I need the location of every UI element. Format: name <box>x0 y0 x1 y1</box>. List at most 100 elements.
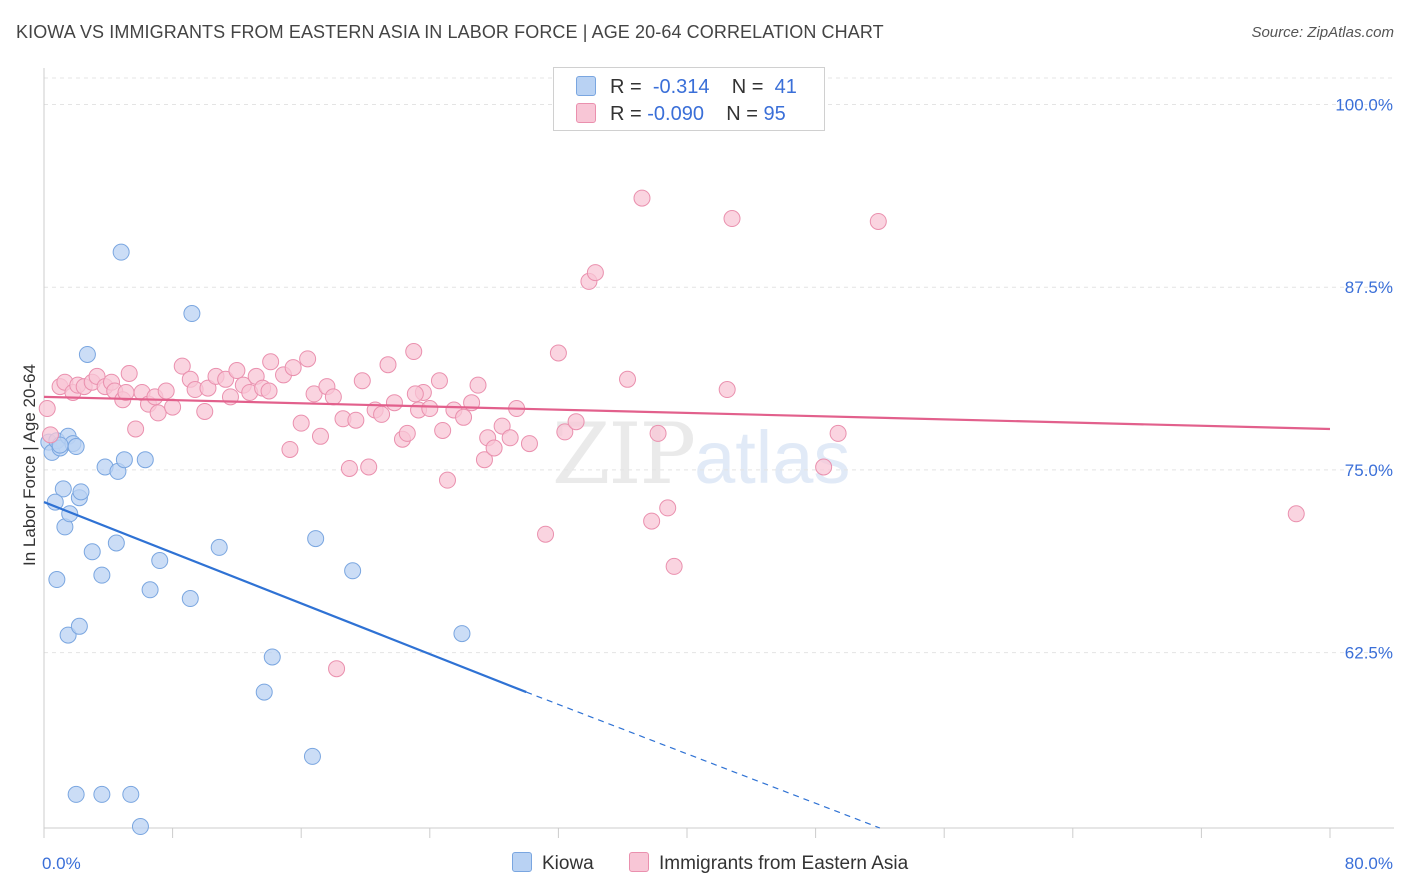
y-axis-title: In Labor Force | Age 20-64 <box>20 364 39 566</box>
n-value: 95 <box>763 103 786 125</box>
kiowa-point <box>48 571 66 589</box>
immigrants-point <box>455 408 473 426</box>
immigrants-point <box>405 343 423 361</box>
kiowa-point <box>93 785 111 803</box>
zipatlas-watermark: ZIPatlas <box>552 405 850 503</box>
immigrants-point <box>537 525 555 543</box>
legend-row-immigrants: R = -0.090 N = 95 <box>576 103 786 126</box>
immigrants-point <box>41 426 59 444</box>
kiowa-point <box>78 345 96 363</box>
immigrants-point <box>38 400 56 418</box>
immigrants-point <box>173 357 191 375</box>
kiowa-point <box>307 530 325 548</box>
r-label: R = <box>610 76 642 98</box>
kiowa-point <box>344 562 362 580</box>
immigrants-point <box>475 451 493 469</box>
immigrants-point <box>520 435 538 453</box>
immigrants-point <box>549 344 567 362</box>
immigrants-point <box>434 421 452 439</box>
bottom-legend-kiowa: Kiowa <box>512 852 594 875</box>
kiowa-point <box>107 534 125 552</box>
immigrants-point <box>501 429 519 447</box>
x-tick-label: 80.0% <box>1345 854 1393 873</box>
immigrants-point <box>469 376 487 394</box>
immigrants-point <box>556 423 574 441</box>
kiowa-legend-swatch <box>512 852 532 872</box>
immigrants-trend-line <box>43 395 1331 431</box>
immigrants-point <box>723 210 741 228</box>
immigrants-point <box>324 388 342 406</box>
kiowa-point <box>72 483 90 501</box>
immigrants-point <box>438 471 456 489</box>
kiowa-point <box>263 648 281 666</box>
n-label: N = <box>726 103 758 125</box>
immigrants-point <box>829 424 847 442</box>
n-label: N = <box>731 76 764 98</box>
immigrants-point <box>718 381 736 399</box>
immigrants-point <box>430 372 448 390</box>
immigrants-point <box>815 458 833 476</box>
immigrants-point <box>299 350 317 368</box>
immigrants-point <box>311 427 329 445</box>
immigrants-point <box>643 512 661 530</box>
immigrants-point <box>305 385 323 403</box>
immigrants-point <box>347 411 365 429</box>
immigrants-point <box>292 414 310 432</box>
kiowa-point <box>67 438 85 456</box>
kiowa-swatch <box>576 76 596 96</box>
immigrants-point <box>421 400 439 418</box>
immigrants-point <box>360 458 378 476</box>
immigrants-point <box>260 382 278 400</box>
kiowa-point <box>59 626 77 644</box>
immigrants-point <box>567 413 585 431</box>
source-label: Source: ZipAtlas.com <box>1251 24 1394 41</box>
legend-row-kiowa: R = -0.314 N = 41 <box>576 76 797 99</box>
immigrants-point <box>120 364 138 382</box>
kiowa-point <box>93 566 111 584</box>
bottom-legend-immigrants: Immigrants from Eastern Asia <box>629 852 908 875</box>
kiowa-point <box>122 785 140 803</box>
immigrants-point <box>379 356 397 374</box>
n-value: 41 <box>774 76 797 98</box>
stats-legend: R = -0.314 N = 41 R = -0.090 N = 95 <box>553 67 825 131</box>
kiowa-point <box>181 590 199 608</box>
immigrants-point <box>199 379 217 397</box>
kiowa-point <box>210 538 228 556</box>
kiowa-point <box>83 543 101 561</box>
kiowa-point <box>255 683 273 701</box>
immigrants-point <box>196 402 214 420</box>
immigrants-point <box>619 370 637 388</box>
immigrants-point <box>149 404 167 422</box>
immigrants-point <box>586 264 604 282</box>
immigrants-point <box>340 459 358 477</box>
kiowa-point <box>115 451 133 469</box>
immigrants-swatch <box>576 103 596 123</box>
immigrants-point <box>373 405 391 423</box>
y-tick-label: 62.5% <box>1345 644 1393 663</box>
immigrants-legend-label: Immigrants from Eastern Asia <box>659 853 909 874</box>
immigrants-point <box>493 417 511 435</box>
immigrants-point <box>284 359 302 377</box>
chart-title: KIOWA VS IMMIGRANTS FROM EASTERN ASIA IN… <box>16 22 884 42</box>
immigrants-point <box>659 499 677 517</box>
immigrants-point <box>217 370 235 388</box>
r-label: R = <box>610 103 642 125</box>
immigrants-point <box>406 385 424 403</box>
r-value: -0.314 <box>652 76 710 98</box>
kiowa-point <box>453 625 471 643</box>
kiowa-legend-label: Kiowa <box>542 853 594 874</box>
kiowa-trend-extension <box>526 691 881 829</box>
watermark-atlas: atlas <box>694 416 851 499</box>
kiowa-point <box>136 451 154 469</box>
immigrants-point <box>328 660 346 678</box>
immigrants-point <box>281 440 299 458</box>
immigrants-point <box>485 439 503 457</box>
kiowa-point <box>303 747 321 765</box>
immigrants-point <box>127 420 145 438</box>
y-tick-label: 87.5% <box>1345 278 1393 297</box>
kiowa-point <box>112 243 130 261</box>
immigrants-point <box>353 372 371 390</box>
immigrants-point <box>157 382 175 400</box>
immigrants-point <box>869 212 887 230</box>
